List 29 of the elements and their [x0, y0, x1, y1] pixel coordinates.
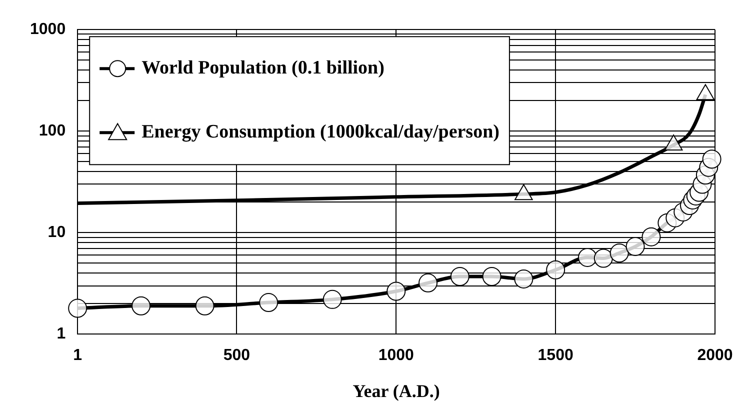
point — [418, 273, 438, 292]
point — [386, 282, 406, 301]
x-tick-label: 1 — [73, 347, 82, 364]
point — [642, 227, 661, 246]
x-tick-label: 2000 — [697, 347, 733, 364]
point — [578, 248, 597, 267]
point — [626, 237, 645, 256]
point — [259, 293, 278, 312]
x-tick-label: 1500 — [538, 347, 574, 364]
y-tick-label: 1000 — [30, 21, 66, 38]
point — [702, 150, 722, 169]
point — [594, 248, 613, 268]
point — [482, 267, 502, 286]
x-tick-label: 1000 — [378, 347, 414, 364]
point — [195, 296, 214, 316]
y-tick-label: 1 — [56, 326, 66, 343]
point — [546, 260, 566, 280]
x-tick-label: 500 — [223, 347, 250, 364]
x-axis-title: Year (A.D.) — [352, 380, 440, 401]
legend-label: Energy Consumption (1000kcal/day/person) — [142, 122, 500, 143]
y-tick-label: 10 — [48, 224, 66, 242]
point — [514, 269, 534, 288]
legend-label: World Population (0.1 billion) — [142, 58, 384, 79]
y-tick-label: 100 — [38, 122, 66, 140]
point — [322, 290, 342, 309]
point — [610, 244, 629, 263]
point — [450, 267, 470, 286]
point — [68, 298, 88, 318]
point — [132, 296, 151, 316]
